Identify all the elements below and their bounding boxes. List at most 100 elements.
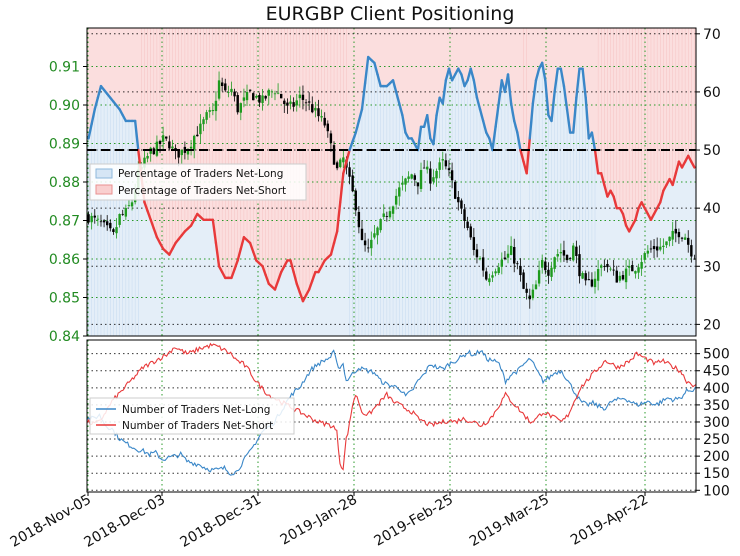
- short-band: [351, 28, 355, 142]
- candle-body: [264, 95, 267, 99]
- short-band: [618, 28, 623, 209]
- short-band: [574, 28, 579, 98]
- candle-body: [453, 181, 457, 199]
- candle-body: [320, 116, 323, 118]
- short-band: [549, 28, 554, 121]
- long-band: [574, 97, 579, 337]
- long-band: [282, 266, 287, 336]
- candle-body: [606, 263, 609, 268]
- long-band: [369, 59, 374, 336]
- candle-body: [525, 288, 528, 293]
- short-band: [677, 28, 682, 162]
- long-band: [683, 161, 688, 336]
- candle-body: [351, 175, 354, 192]
- long-band: [87, 138, 91, 336]
- long-band: [186, 228, 191, 336]
- candle-body: [609, 268, 612, 270]
- candle-body: [435, 170, 438, 179]
- short-band: [674, 28, 678, 174]
- long-band: [674, 173, 678, 336]
- long-band: [546, 115, 551, 336]
- sentiment-segment: [398, 102, 404, 117]
- long-band: [571, 132, 576, 336]
- long-band: [413, 144, 417, 336]
- short-band: [292, 28, 296, 273]
- short-band: [484, 28, 489, 133]
- long-band: [534, 80, 539, 337]
- short-band: [689, 28, 694, 162]
- short-band: [668, 28, 672, 180]
- candle-body: [342, 157, 345, 163]
- candle-body: [646, 250, 650, 254]
- long-band: [177, 239, 181, 336]
- long-band: [394, 91, 399, 336]
- candle-body: [211, 109, 215, 112]
- candle-body: [587, 279, 591, 281]
- candle-body: [373, 233, 376, 238]
- short-band: [133, 28, 138, 121]
- short-band: [528, 28, 532, 139]
- grid: [87, 340, 696, 492]
- long-band: [425, 115, 430, 336]
- long-band: [375, 74, 380, 336]
- short-band: [208, 28, 212, 220]
- short-band: [581, 28, 585, 69]
- short-band: [612, 28, 616, 197]
- candle-body: [124, 208, 128, 217]
- long-band: [273, 289, 278, 336]
- short-band: [397, 28, 402, 104]
- sentiment-segment: [133, 119, 140, 152]
- candle-body: [568, 258, 572, 259]
- candle-body: [354, 190, 357, 211]
- candle-body: [438, 162, 441, 170]
- candle-body: [96, 218, 100, 220]
- short-band: [410, 28, 414, 139]
- sentiment-segment: [494, 102, 500, 128]
- sentiment-segment: [264, 273, 270, 285]
- candle-body: [357, 211, 361, 228]
- candle-body: [127, 205, 131, 206]
- long-band: [111, 101, 116, 336]
- trader-count-lines: [86, 342, 697, 476]
- candle-body: [192, 135, 196, 150]
- candle-body: [506, 253, 510, 258]
- short-band: [602, 28, 607, 185]
- long-band: [363, 83, 368, 336]
- short-band: [96, 28, 101, 98]
- legend-swatch-net-short-pct: [95, 184, 113, 195]
- sentiment-segment: [621, 212, 628, 227]
- sentiment-segment: [497, 79, 504, 105]
- sentiment-segment: [376, 73, 382, 88]
- candle-body: [429, 168, 432, 184]
- candle-body: [270, 91, 274, 93]
- sentiment-segment: [146, 209, 152, 221]
- long-band: [403, 132, 408, 336]
- date-tick-label: 2019-Jan-28: [278, 492, 360, 549]
- short-band: [407, 28, 411, 139]
- short-band: [257, 28, 262, 264]
- candle-body: [581, 273, 584, 279]
- long-band: [587, 138, 591, 336]
- short-band: [338, 28, 343, 203]
- short-band: [189, 28, 194, 226]
- count-tick-label: 250: [703, 432, 730, 448]
- legend-label-net-long-pct: Percentage of Traders Net-Long: [118, 168, 283, 180]
- short-band: [522, 28, 526, 162]
- candle-body: [398, 187, 401, 197]
- sentiment-segment: [289, 259, 295, 274]
- long-band: [99, 86, 104, 336]
- price-tick-label: 0.90: [49, 98, 80, 114]
- percent-tick-label: 50: [703, 143, 721, 159]
- candle-body: [335, 162, 339, 169]
- candle-body: [441, 159, 444, 161]
- long-band: [354, 132, 358, 336]
- long-band: [170, 248, 175, 336]
- candle-body: [273, 93, 277, 95]
- positioning-panel: 0.84 0.85 0.86 0.87 0.88 0.89 0.90 0.91 20 30 40 5…: [49, 27, 721, 345]
- short-band: [416, 28, 421, 151]
- long-band: [646, 213, 650, 336]
- candle-body: [348, 167, 351, 177]
- long-band: [130, 120, 135, 336]
- long-band: [329, 254, 334, 336]
